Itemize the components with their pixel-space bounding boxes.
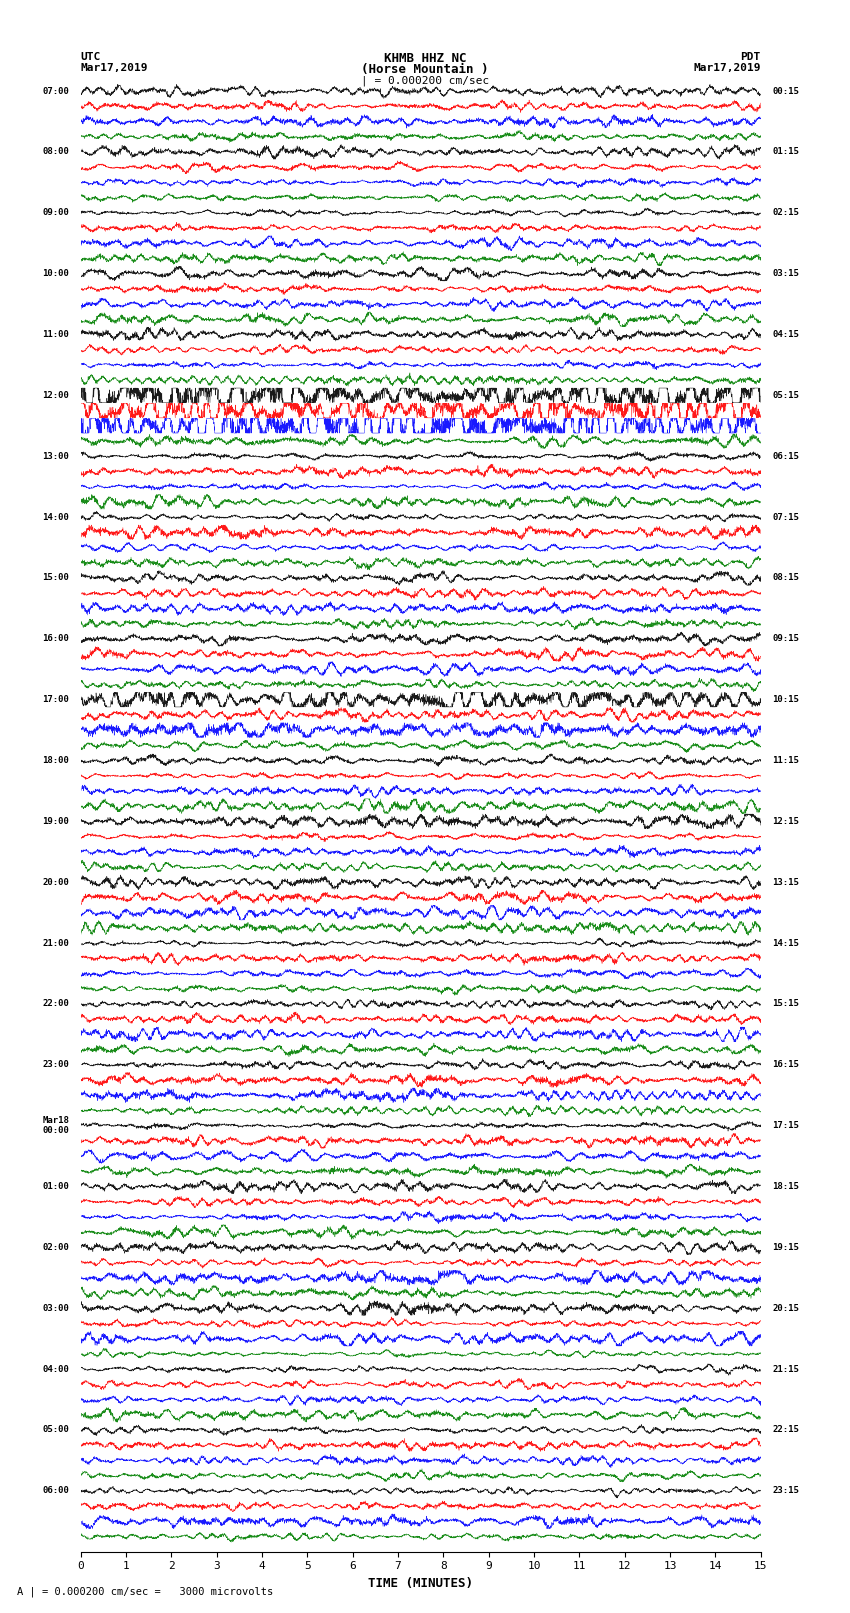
Text: 14:15: 14:15 (772, 939, 799, 947)
Text: 23:00: 23:00 (42, 1060, 70, 1069)
Text: (Horse Mountain ): (Horse Mountain ) (361, 63, 489, 76)
Text: 07:00: 07:00 (42, 87, 70, 95)
Text: 09:00: 09:00 (42, 208, 70, 218)
Text: 09:15: 09:15 (772, 634, 799, 644)
Text: 20:15: 20:15 (772, 1303, 799, 1313)
Text: 05:15: 05:15 (772, 390, 799, 400)
Text: Mar17,2019: Mar17,2019 (694, 63, 761, 73)
Text: 22:00: 22:00 (42, 1000, 70, 1008)
Text: 19:15: 19:15 (772, 1244, 799, 1252)
Text: 07:15: 07:15 (772, 513, 799, 521)
Text: 18:00: 18:00 (42, 756, 70, 765)
X-axis label: TIME (MINUTES): TIME (MINUTES) (368, 1578, 473, 1590)
Text: PDT: PDT (740, 52, 761, 61)
Text: 06:15: 06:15 (772, 452, 799, 461)
Text: 06:00: 06:00 (42, 1486, 70, 1495)
Text: 16:00: 16:00 (42, 634, 70, 644)
Text: 18:15: 18:15 (772, 1182, 799, 1190)
Text: 10:15: 10:15 (772, 695, 799, 705)
Text: 02:15: 02:15 (772, 208, 799, 218)
Text: 21:15: 21:15 (772, 1365, 799, 1374)
Text: A | = 0.000200 cm/sec =   3000 microvolts: A | = 0.000200 cm/sec = 3000 microvolts (17, 1586, 273, 1597)
Text: 01:00: 01:00 (42, 1182, 70, 1190)
Text: 11:00: 11:00 (42, 331, 70, 339)
Text: 15:00: 15:00 (42, 573, 70, 582)
Text: 11:15: 11:15 (772, 756, 799, 765)
Text: 15:15: 15:15 (772, 1000, 799, 1008)
Text: 13:00: 13:00 (42, 452, 70, 461)
Text: 05:00: 05:00 (42, 1426, 70, 1434)
Text: | = 0.000200 cm/sec: | = 0.000200 cm/sec (361, 76, 489, 87)
Text: 14:00: 14:00 (42, 513, 70, 521)
Text: Mar17,2019: Mar17,2019 (81, 63, 148, 73)
Text: Mar18
00:00: Mar18 00:00 (42, 1116, 70, 1136)
Text: 02:00: 02:00 (42, 1244, 70, 1252)
Text: 13:15: 13:15 (772, 877, 799, 887)
Text: 04:00: 04:00 (42, 1365, 70, 1374)
Text: 00:15: 00:15 (772, 87, 799, 95)
Text: 08:00: 08:00 (42, 147, 70, 156)
Text: 22:15: 22:15 (772, 1426, 799, 1434)
Text: 03:00: 03:00 (42, 1303, 70, 1313)
Text: 17:00: 17:00 (42, 695, 70, 705)
Text: 04:15: 04:15 (772, 331, 799, 339)
Text: KHMB HHZ NC: KHMB HHZ NC (383, 52, 467, 65)
Text: 21:00: 21:00 (42, 939, 70, 947)
Text: 23:15: 23:15 (772, 1486, 799, 1495)
Text: 19:00: 19:00 (42, 816, 70, 826)
Text: UTC: UTC (81, 52, 101, 61)
Text: 12:15: 12:15 (772, 816, 799, 826)
Text: 17:15: 17:15 (772, 1121, 799, 1131)
Text: 03:15: 03:15 (772, 269, 799, 277)
Text: 16:15: 16:15 (772, 1060, 799, 1069)
Text: 20:00: 20:00 (42, 877, 70, 887)
Text: 12:00: 12:00 (42, 390, 70, 400)
Text: 08:15: 08:15 (772, 573, 799, 582)
Text: 01:15: 01:15 (772, 147, 799, 156)
Text: 10:00: 10:00 (42, 269, 70, 277)
